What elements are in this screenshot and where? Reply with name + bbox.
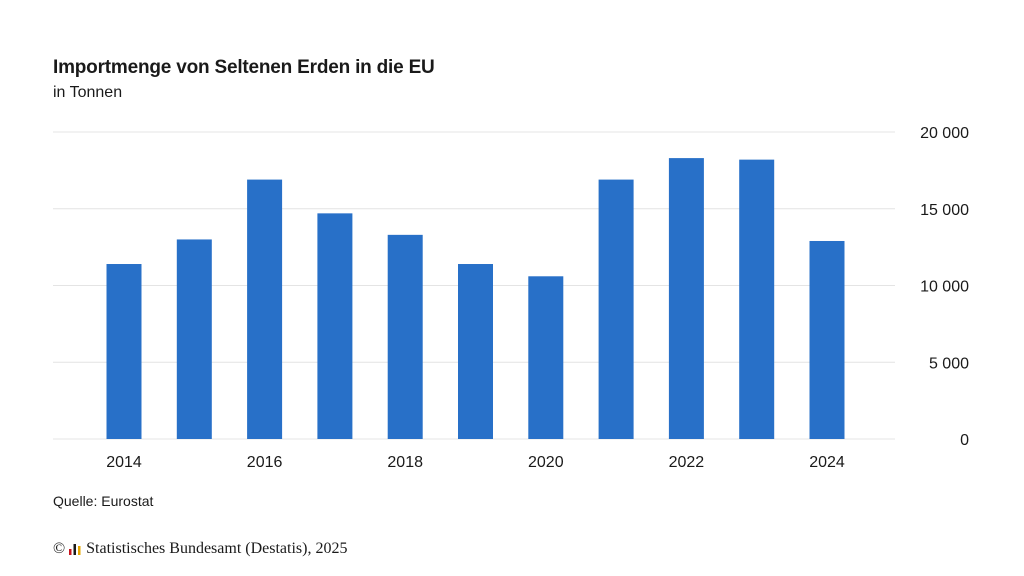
y-tick-label: 15 000 — [920, 202, 969, 219]
bar-2024 — [809, 240, 845, 439]
bar-chart: 0 5 000 10 000 15 000 20 000 2014 2016 2018 2020… — [53, 125, 969, 471]
bar-2022 — [668, 158, 704, 439]
copyright-line: © Statistisches Bundesamt (Destatis), 20… — [53, 540, 347, 558]
bar-2017 — [317, 213, 353, 439]
y-tick-label: 5 000 — [929, 355, 969, 372]
bar-2020 — [528, 276, 564, 439]
bar-2023 — [739, 159, 775, 439]
x-tick-label: 2022 — [669, 454, 705, 471]
bar-2021 — [598, 179, 634, 439]
chart-title: Importmenge von Seltenen Erden in die EU — [53, 57, 435, 78]
bar-2018 — [387, 234, 423, 439]
x-tick-label: 2020 — [528, 454, 564, 471]
x-tick-label: 2014 — [106, 454, 142, 471]
x-tick-label: 2016 — [247, 454, 283, 471]
bar-2019 — [458, 264, 493, 439]
source-note: Quelle: Eurostat — [53, 493, 154, 509]
copyright-text: Statistisches Bundesamt (Destatis), 2025 — [86, 540, 348, 557]
bar-2014 — [106, 264, 142, 439]
y-tick-label: 0 — [960, 432, 969, 449]
copyright-symbol: © — [53, 540, 66, 557]
chart-subtitle: in Tonnen — [53, 84, 123, 101]
y-tick-label: 20 000 — [920, 125, 969, 142]
y-tick-label: 10 000 — [920, 279, 969, 296]
bar-2016 — [247, 179, 283, 439]
x-tick-label: 2018 — [387, 454, 423, 471]
x-tick-label: 2024 — [809, 454, 845, 471]
destatis-logo-icon — [69, 544, 81, 555]
bar-2015 — [176, 239, 212, 439]
